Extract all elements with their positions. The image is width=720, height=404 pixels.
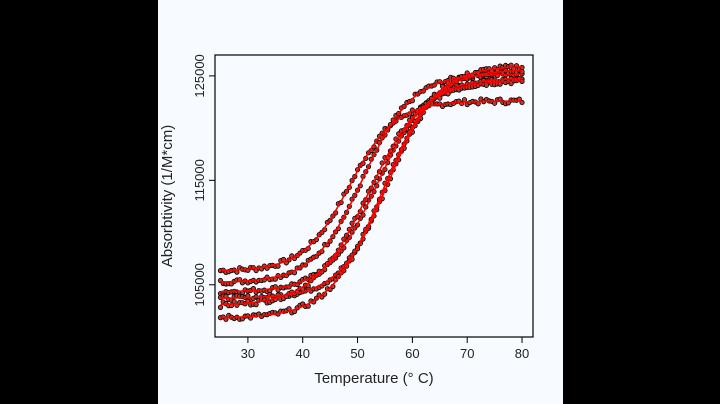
plot-frame (214, 54, 534, 338)
x-tick-label: 50 (350, 346, 364, 361)
x-axis-title: Temperature (° C) (314, 370, 433, 387)
melting-curve-chart: 30 40 50 60 70 80 105000 115000 125000 Temperat… (159, 54, 534, 387)
y-axis-title: Absorbtivity (1/M*cm) (159, 125, 176, 268)
x-tick-label: 40 (295, 346, 309, 361)
x-tick-label: 60 (405, 346, 419, 361)
x-tick-label: 80 (515, 346, 529, 361)
x-axis: 30 40 50 60 70 80 (241, 337, 529, 361)
fit-curve (220, 69, 523, 299)
fit-curve (220, 80, 523, 306)
y-axis: 105000 115000 125000 (192, 54, 215, 306)
fit-curve (220, 100, 523, 272)
series-layer (217, 62, 525, 322)
x-tick-label: 70 (460, 346, 474, 361)
x-tick-label: 30 (241, 346, 255, 361)
fit-curve (220, 77, 523, 293)
y-tick-label: 115000 (192, 159, 207, 201)
data-point (217, 304, 224, 310)
y-tick-label: 125000 (192, 54, 207, 97)
fit-curve (220, 65, 523, 319)
chart-panel: 30 40 50 60 70 80 105000 115000 125000 Temperat… (158, 0, 563, 404)
y-tick-label: 105000 (192, 263, 207, 306)
data-point (253, 302, 259, 308)
